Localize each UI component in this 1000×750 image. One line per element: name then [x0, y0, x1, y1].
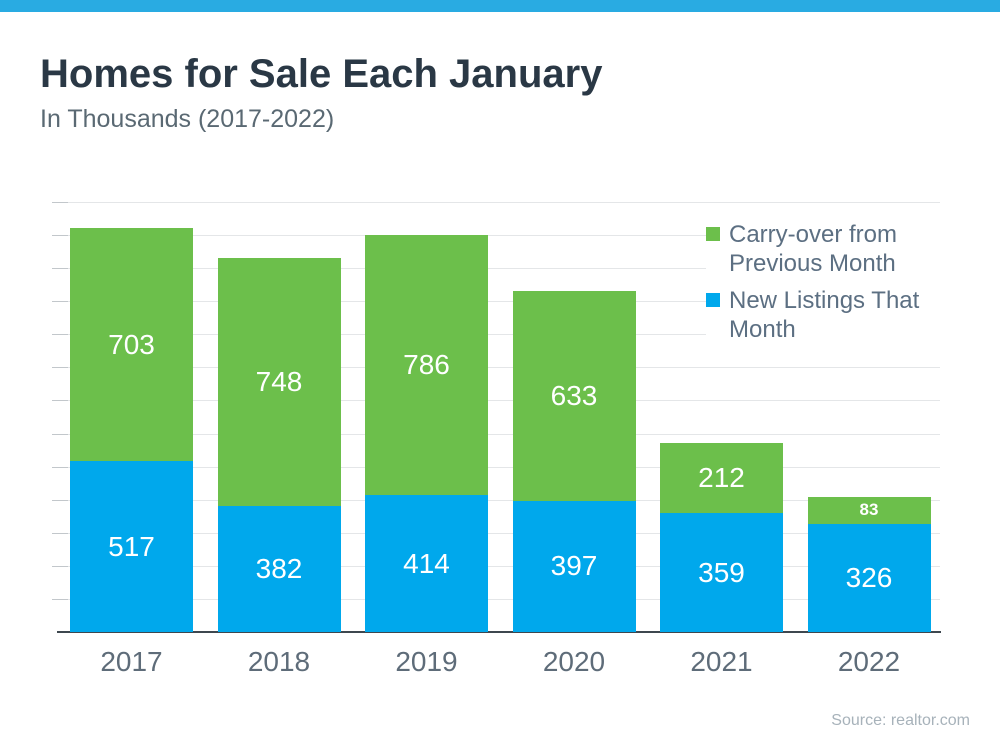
- new-listings-swatch-icon: [706, 293, 720, 307]
- legend-item-new-listings: New Listings That Month: [706, 286, 946, 344]
- new-listings-segment: 326: [807, 524, 931, 632]
- carry-over-segment: 83: [807, 496, 931, 525]
- gridline: [58, 532, 940, 534]
- plot-area: 517 703 2017 382 748 2018 414 786 2019 397 633 2020…: [52, 202, 941, 677]
- source-attribution: Source: realtor.com: [831, 712, 970, 729]
- x-axis-line: [57, 631, 941, 633]
- carry-over-segment: 748: [217, 258, 341, 506]
- x-axis-label: 2022: [837, 646, 901, 677]
- y-tick: [52, 565, 68, 567]
- x-axis-label: 2020: [542, 646, 606, 677]
- legend-label-carry-over: Carry-over from Previous Month: [729, 221, 898, 277]
- gridline: [58, 202, 940, 203]
- bar-2021: 359 212: [660, 202, 783, 632]
- gridline: [58, 367, 940, 369]
- gridline: [58, 598, 940, 600]
- segment-value-label: 359: [698, 556, 745, 588]
- carry-over-segment: 212: [660, 443, 783, 514]
- y-tick: [52, 499, 68, 501]
- y-tick: [52, 268, 68, 270]
- legend-label-new-listings: New Listings That Month: [729, 287, 920, 343]
- segment-value-label: 212: [698, 462, 745, 494]
- gridline: [58, 565, 940, 567]
- segment-value-label: 382: [255, 552, 303, 584]
- gridline: [58, 268, 940, 270]
- y-tick: [52, 433, 68, 435]
- y-tick: [52, 400, 68, 402]
- y-tick: [52, 532, 68, 534]
- top-accent-strip: [0, 0, 1000, 12]
- x-axis-label: 2017: [100, 646, 163, 677]
- gridline: [58, 400, 940, 402]
- y-tick: [52, 202, 68, 203]
- x-axis-label: 2019: [395, 646, 458, 677]
- y-tick: [52, 466, 68, 468]
- y-tick: [52, 334, 68, 336]
- y-tick: [52, 235, 68, 237]
- gridline: [58, 334, 940, 336]
- gridline: [58, 466, 940, 468]
- legend: Carry-over from Previous Month New Listi…: [706, 218, 946, 358]
- segment-value-label: 397: [550, 550, 598, 582]
- gridline: [58, 499, 940, 501]
- y-tick: [52, 367, 68, 369]
- bar-2018: 382 748: [217, 202, 341, 632]
- bar-2017: 517 703: [70, 202, 193, 632]
- legend-item-carry-over: Carry-over from Previous Month: [706, 220, 946, 278]
- bar-2022: 326 83: [807, 202, 931, 632]
- gridline: [58, 301, 940, 303]
- segment-value-label: 83: [859, 500, 879, 520]
- segment-value-label: 414: [403, 547, 450, 579]
- new-listings-segment: 397: [512, 500, 636, 632]
- x-axis-label: 2021: [690, 646, 753, 677]
- carry-over-segment: 786: [365, 235, 488, 496]
- x-axis-label: 2018: [247, 646, 311, 677]
- bar-2020: 397 633: [512, 202, 636, 632]
- segment-value-label: 326: [845, 562, 893, 594]
- y-tick: [52, 598, 68, 600]
- bar-2019: 414 786: [365, 202, 488, 632]
- segment-value-label: 517: [108, 530, 155, 562]
- carry-over-segment: 633: [512, 291, 636, 501]
- segment-value-label: 633: [550, 380, 598, 411]
- carry-over-segment: 703: [70, 228, 193, 461]
- new-listings-segment: 359: [660, 513, 783, 632]
- carry-over-swatch-icon: [706, 227, 720, 241]
- new-listings-segment: 382: [217, 505, 341, 632]
- chart-title: Homes for Sale Each January: [40, 52, 603, 96]
- new-listings-segment: 517: [70, 461, 193, 632]
- chart-subtitle: In Thousands (2017-2022): [40, 105, 335, 133]
- gridline: [58, 235, 940, 237]
- segment-value-label: 786: [403, 349, 450, 381]
- segment-value-label: 748: [255, 365, 303, 397]
- new-listings-segment: 414: [365, 495, 488, 632]
- y-tick: [52, 301, 68, 303]
- segment-value-label: 703: [108, 328, 155, 360]
- gridline: [58, 433, 940, 435]
